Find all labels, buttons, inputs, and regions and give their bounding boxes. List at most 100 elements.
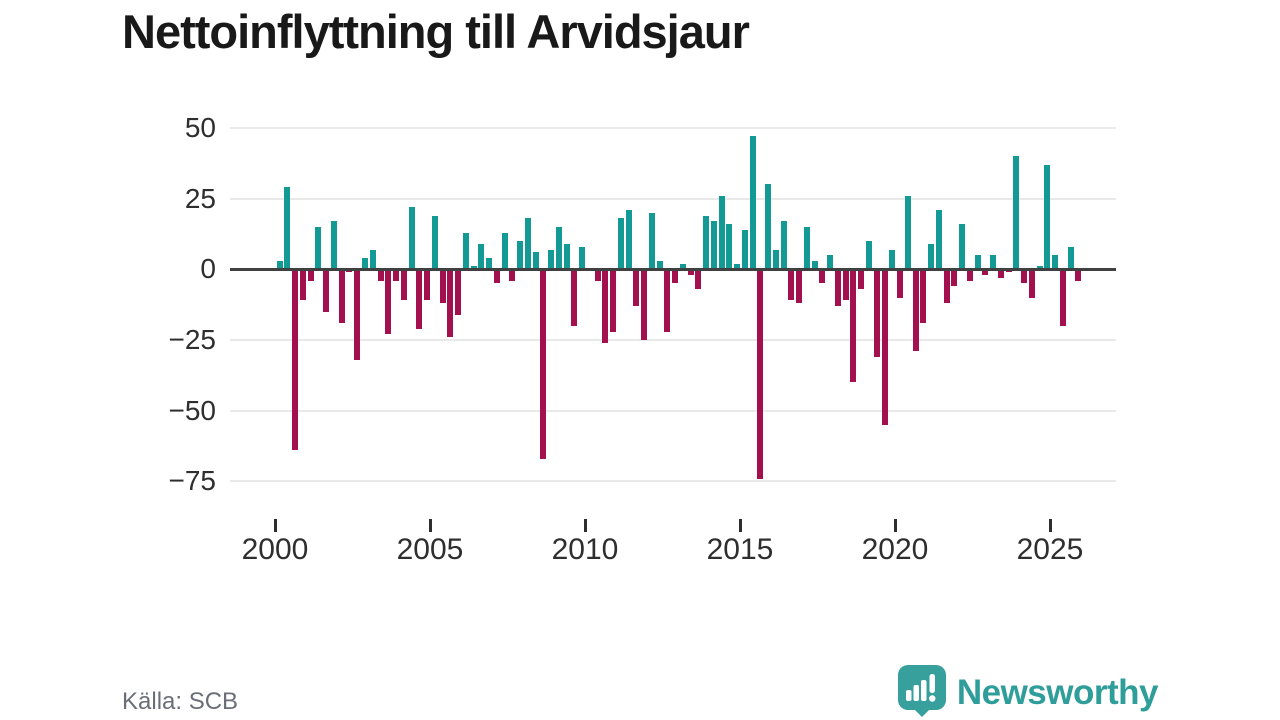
x-axis-tick-2010 (583, 519, 587, 532)
bar-2019-q1 (866, 241, 872, 270)
x-axis-label-2000: 2000 (241, 533, 309, 566)
bar-2012-q1 (648, 212, 655, 270)
bar-2016-q1 (772, 249, 779, 270)
bar-2018-q3 (850, 269, 857, 383)
bar-2009-q4 (579, 246, 586, 270)
bar-2000-q1 (276, 260, 283, 270)
bar-2023-q2 (997, 269, 1004, 278)
bar-2025-q2 (1059, 269, 1066, 326)
bar-2000-q2 (284, 187, 291, 270)
bar-2018-q1 (834, 269, 841, 307)
x-axis-label-2010: 2010 (551, 533, 619, 566)
bar-2005-q1 (431, 215, 438, 270)
bar-2024-q4 (1044, 164, 1051, 270)
y-axis-label-50: 50 (184, 111, 216, 143)
bar-2008-q4 (548, 249, 555, 270)
bar-2007-q4 (517, 241, 524, 270)
bar-2019-q4 (889, 249, 896, 270)
bar-2016-q4 (796, 269, 803, 304)
bar-2000-q3 (292, 269, 299, 451)
bar-2006-q3 (478, 243, 485, 270)
bar-2006-q4 (486, 257, 493, 270)
chart-title: Nettoinflyttning till Arvidsjaur (122, 5, 750, 58)
x-axis-tick-2020 (893, 519, 897, 532)
bar-2017-q2 (811, 260, 818, 270)
bar-2002-q3 (354, 269, 361, 360)
gridline-y-25 (230, 197, 1116, 200)
bar-2013-q3 (695, 269, 702, 290)
bar-2021-q4 (951, 269, 958, 287)
x-axis-tick-2025 (1048, 519, 1052, 532)
gridline-y--75 (230, 480, 1116, 483)
bar-2011-q2 (625, 209, 632, 270)
y-axis-label-25: 25 (184, 182, 216, 214)
bar-2022-q1 (959, 224, 966, 270)
bar-2015-q2 (749, 136, 756, 270)
bar-2011-q1 (617, 218, 624, 270)
bar-2025-q3 (1067, 246, 1074, 270)
bar-2022-q4 (982, 269, 989, 275)
bar-2003-q3 (385, 269, 392, 335)
bar-2005-q4 (455, 269, 462, 315)
bar-2017-q4 (827, 255, 834, 270)
y-axis-label--50: −50 (168, 394, 217, 426)
bar-2007-q2 (501, 232, 508, 270)
bar-2012-q4 (672, 269, 679, 284)
bar-2017-q1 (803, 226, 810, 270)
bar-2013-q2 (687, 269, 694, 275)
x-axis-label-2025: 2025 (1016, 533, 1084, 566)
bar-2006-q1 (462, 232, 469, 270)
y-axis-label--75: −75 (168, 465, 217, 497)
bar-2014-q4 (734, 263, 741, 270)
bar-2023-q1 (990, 255, 997, 270)
bar-2004-q2 (408, 207, 415, 270)
bar-2004-q4 (424, 269, 431, 301)
gridline-y-50 (230, 126, 1116, 129)
bar-2001-q3 (323, 269, 330, 312)
bar-2010-q4 (610, 269, 617, 332)
bar-2001-q4 (330, 221, 337, 270)
newsworthy-logo-icon (897, 664, 947, 720)
y-axis-label--25: −25 (168, 324, 217, 355)
bar-2008-q3 (540, 269, 547, 459)
bar-2025-q1 (1052, 255, 1059, 270)
bar-2007-q3 (509, 269, 516, 281)
gridline-y--50 (230, 409, 1116, 412)
bar-2009-q2 (563, 243, 570, 270)
bar-2011-q4 (641, 269, 648, 340)
bar-2012-q2 (656, 260, 663, 270)
bar-2015-q1 (741, 229, 748, 270)
bar-2016-q2 (780, 221, 787, 270)
bar-2012-q3 (664, 269, 671, 332)
bar-2021-q1 (928, 243, 935, 270)
x-axis-tick-2000 (273, 519, 277, 532)
bar-2016-q3 (788, 269, 795, 301)
bar-2003-q4 (393, 269, 399, 281)
bar-2007-q1 (493, 269, 500, 284)
bar-2022-q2 (966, 269, 973, 281)
bar-2015-q4 (765, 184, 772, 270)
x-axis-tick-2015 (738, 519, 742, 532)
bar-2022-q3 (974, 255, 981, 270)
bar-2010-q3 (602, 269, 609, 343)
y-axis-label-0: 0 (200, 253, 216, 285)
bar-2014-q2 (718, 195, 725, 270)
bar-2014-q1 (710, 221, 717, 270)
bar-2011-q3 (633, 269, 640, 307)
bar-2017-q3 (819, 269, 826, 284)
bar-2003-q1 (369, 249, 376, 270)
bar-2005-q3 (447, 269, 454, 338)
bar-2009-q1 (555, 226, 562, 270)
bar-2019-q3 (881, 269, 888, 425)
bar-2008-q1 (524, 218, 531, 270)
bar-2004-q1 (400, 269, 407, 301)
bar-2019-q2 (873, 269, 880, 357)
bar-2020-q2 (904, 195, 911, 270)
newsworthy-brand: Newsworthy (897, 664, 1159, 720)
bar-2024-q1 (1021, 269, 1028, 284)
bar-2014-q3 (726, 224, 733, 270)
source-text: Källa: SCB (122, 688, 239, 715)
bar-2021-q3 (943, 269, 950, 304)
x-axis-tick-2005 (428, 519, 432, 532)
